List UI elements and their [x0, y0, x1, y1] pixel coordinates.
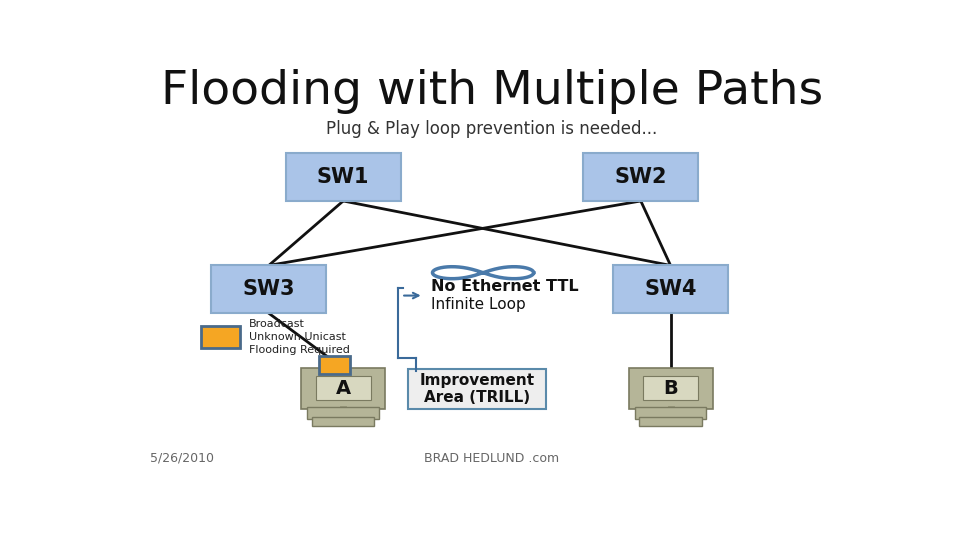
FancyBboxPatch shape [643, 376, 698, 400]
FancyBboxPatch shape [285, 153, 401, 201]
Text: A: A [336, 379, 350, 398]
FancyBboxPatch shape [312, 417, 374, 426]
FancyBboxPatch shape [307, 407, 379, 420]
Text: BRAD HEDLUND .com: BRAD HEDLUND .com [424, 452, 560, 465]
Text: SW1: SW1 [317, 167, 370, 187]
FancyBboxPatch shape [639, 417, 702, 426]
FancyBboxPatch shape [629, 368, 712, 409]
FancyBboxPatch shape [301, 368, 385, 409]
Text: 5/26/2010: 5/26/2010 [150, 452, 214, 465]
FancyBboxPatch shape [201, 326, 240, 348]
Text: SW3: SW3 [243, 279, 295, 299]
Text: Improvement
Area (TRILL): Improvement Area (TRILL) [420, 373, 535, 406]
FancyBboxPatch shape [635, 407, 707, 420]
Text: Broadcast
Unknown Unicast
Flooding Required: Broadcast Unknown Unicast Flooding Requi… [249, 319, 349, 355]
Text: Plug & Play loop prevention is needed...: Plug & Play loop prevention is needed... [326, 120, 658, 138]
FancyBboxPatch shape [408, 369, 546, 409]
FancyBboxPatch shape [211, 266, 326, 313]
Text: SW4: SW4 [644, 279, 697, 299]
FancyBboxPatch shape [583, 153, 699, 201]
Text: SW2: SW2 [614, 167, 667, 187]
FancyBboxPatch shape [319, 356, 349, 374]
FancyBboxPatch shape [316, 376, 371, 400]
Text: Infinite Loop: Infinite Loop [431, 297, 526, 312]
Text: No Ethernet TTL: No Ethernet TTL [431, 279, 579, 294]
Text: Flooding with Multiple Paths: Flooding with Multiple Paths [161, 69, 823, 114]
Text: B: B [663, 379, 678, 398]
FancyBboxPatch shape [612, 266, 729, 313]
